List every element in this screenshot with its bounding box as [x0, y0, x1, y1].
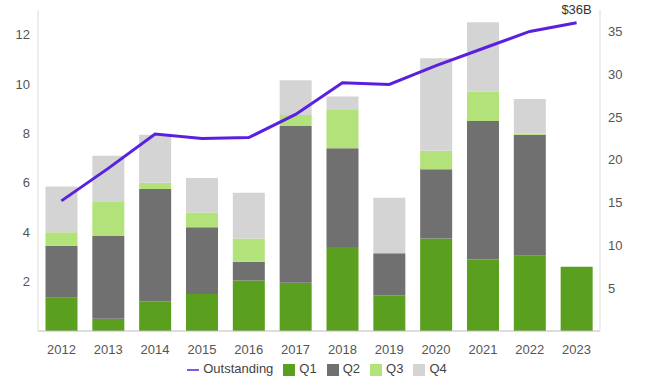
- svg-text:12: 12: [16, 27, 30, 42]
- svg-text:20: 20: [608, 152, 622, 167]
- html-text:Q2: Q2: [342, 361, 360, 376]
- svg-text:2019: 2019: [375, 342, 404, 357]
- svg-text:10: 10: [16, 77, 30, 92]
- svg-text:10: 10: [608, 238, 622, 253]
- svg-text:$36B: $36B: [561, 2, 591, 17]
- svg-text:2022: 2022: [515, 342, 544, 357]
- svg-text:15: 15: [608, 195, 622, 210]
- svg-text:2018: 2018: [328, 342, 357, 357]
- svg-text:2015: 2015: [187, 342, 216, 357]
- svg-text:2016: 2016: [234, 342, 263, 357]
- svg-text:2: 2: [23, 274, 30, 289]
- svg-text:6: 6: [23, 175, 30, 190]
- svg-text:2020: 2020: [422, 342, 451, 357]
- svg-text:2012: 2012: [47, 342, 76, 357]
- svg-text:25: 25: [608, 110, 622, 125]
- svg-text:2021: 2021: [468, 342, 497, 357]
- svg-text:2017: 2017: [281, 342, 310, 357]
- svg-text:4: 4: [23, 225, 30, 240]
- svg-text:8: 8: [23, 126, 30, 141]
- svg-text:2013: 2013: [94, 342, 123, 357]
- svg-text:5: 5: [608, 281, 615, 296]
- svg-text:35: 35: [608, 24, 622, 39]
- svg-text:2014: 2014: [141, 342, 170, 357]
- html-text:Q1: Q1: [299, 361, 317, 376]
- svg-text:30: 30: [608, 67, 622, 82]
- html-text:Q4: Q4: [429, 361, 447, 376]
- html-text:Q3: Q3: [386, 361, 404, 376]
- svg-text:2023: 2023: [562, 342, 591, 357]
- html-text:Outstanding: Outstanding: [203, 361, 274, 376]
